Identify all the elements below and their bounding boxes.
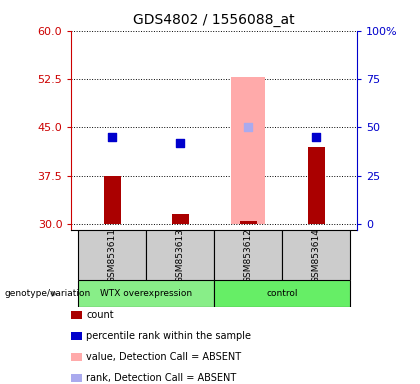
Bar — [231, 77, 265, 224]
Bar — [104, 175, 121, 224]
Bar — [282, 230, 350, 280]
Text: WTX overexpression: WTX overexpression — [100, 289, 192, 298]
Point — [313, 134, 320, 140]
Text: GSM853612: GSM853612 — [244, 228, 253, 283]
Bar — [214, 280, 350, 307]
Point — [177, 141, 184, 147]
Text: GSM853614: GSM853614 — [312, 228, 321, 283]
Bar — [308, 147, 325, 224]
Bar — [78, 280, 214, 307]
Point — [109, 134, 116, 140]
Text: control: control — [266, 289, 298, 298]
Text: count: count — [86, 310, 114, 320]
Bar — [78, 230, 146, 280]
Text: rank, Detection Call = ABSENT: rank, Detection Call = ABSENT — [86, 373, 236, 383]
Text: genotype/variation: genotype/variation — [4, 289, 90, 298]
Bar — [214, 230, 282, 280]
Bar — [146, 230, 214, 280]
Text: value, Detection Call = ABSENT: value, Detection Call = ABSENT — [86, 352, 241, 362]
Point — [245, 124, 252, 131]
Text: GSM853611: GSM853611 — [108, 228, 117, 283]
Bar — [240, 221, 257, 224]
Text: GSM853613: GSM853613 — [176, 228, 185, 283]
Bar — [172, 214, 189, 224]
Text: percentile rank within the sample: percentile rank within the sample — [86, 331, 251, 341]
Title: GDS4802 / 1556088_at: GDS4802 / 1556088_at — [134, 13, 295, 27]
